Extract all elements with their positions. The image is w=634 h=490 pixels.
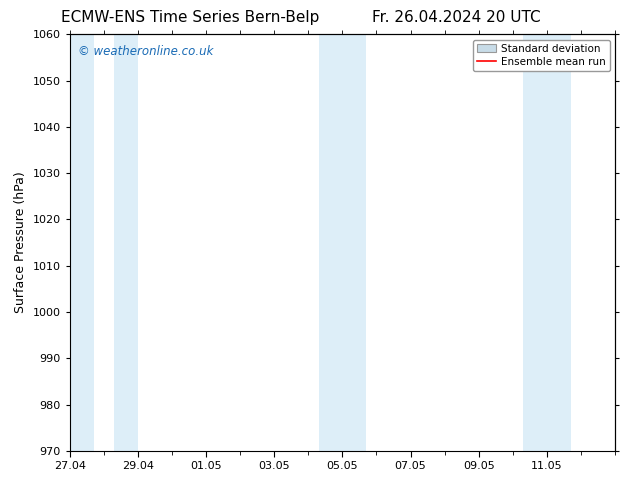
Bar [318,34,366,451]
Text: © weatheronline.co.uk: © weatheronline.co.uk [78,45,213,58]
Bar [114,34,138,451]
Bar [70,34,94,451]
Legend: Standard deviation, Ensemble mean run: Standard deviation, Ensemble mean run [473,40,610,71]
Text: ECMW-ENS Time Series Bern-Belp: ECMW-ENS Time Series Bern-Belp [61,10,320,25]
Bar [523,34,571,451]
Text: Fr. 26.04.2024 20 UTC: Fr. 26.04.2024 20 UTC [372,10,541,25]
Y-axis label: Surface Pressure (hPa): Surface Pressure (hPa) [14,172,27,314]
